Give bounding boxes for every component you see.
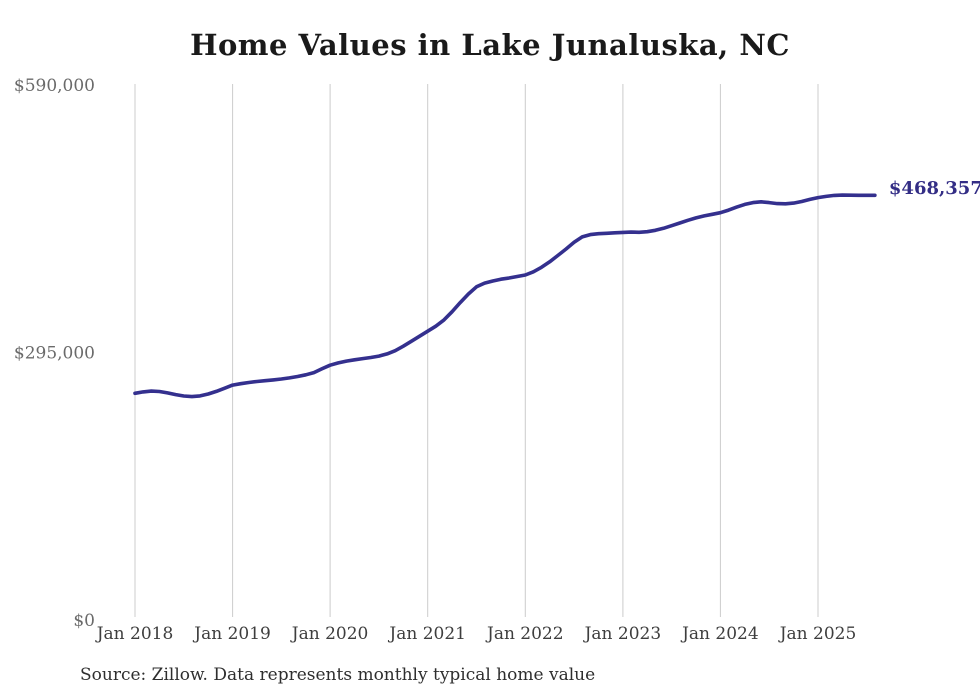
x-tick-label: Jan 2021: [387, 624, 466, 644]
x-tick-label: Jan 2023: [583, 624, 662, 644]
y-tick-label: $0: [73, 611, 95, 631]
x-tick-label: Jan 2019: [192, 624, 271, 644]
end-value-label: $468,357: [888, 178, 980, 200]
x-tick-label: Jan 2024: [680, 624, 759, 644]
y-tick-label: $590,000: [14, 76, 95, 96]
source-note: Source: Zillow. Data represents monthly …: [80, 665, 596, 685]
x-tick-label: Jan 2018: [95, 624, 174, 644]
x-tick-label: Jan 2025: [778, 624, 857, 644]
y-tick-label: $295,000: [14, 344, 95, 364]
x-tick-label: Jan 2022: [485, 624, 564, 644]
value-line: [133, 193, 877, 399]
chart-title: Home Values in Lake Junaluska, NC: [190, 28, 790, 62]
x-tick-label: Jan 2020: [290, 624, 369, 644]
